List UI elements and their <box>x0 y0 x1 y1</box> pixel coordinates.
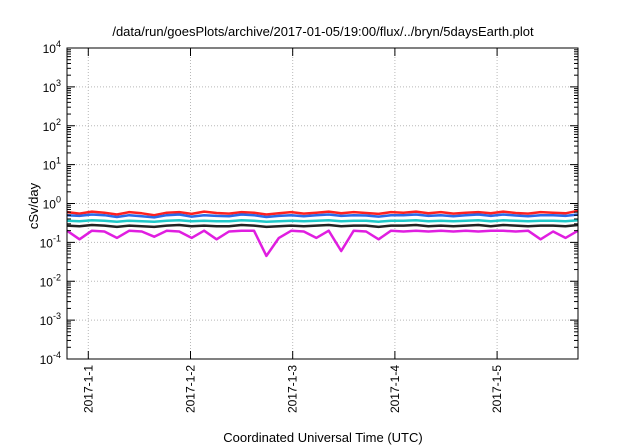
x-tick-label: 2017-1-1 <box>81 365 95 413</box>
series-line-2 <box>66 213 579 219</box>
y-tick-label: 104 <box>43 39 61 56</box>
series-line-3 <box>66 219 579 223</box>
y-tick-label: 10-1 <box>40 233 61 250</box>
x-tick-label: 2017-1-4 <box>388 365 402 413</box>
y-tick-label: 102 <box>43 117 61 134</box>
series-line-4 <box>66 223 579 229</box>
x-tick-label: 2017-1-3 <box>286 365 300 413</box>
x-axis-ticks: 2017-1-1 2017-1-2 2017-1-3 2017-1-4 2017-1-5 <box>81 48 504 413</box>
grid-lines <box>67 48 578 359</box>
series-line-5 <box>66 229 579 258</box>
y-tick-label: 10-3 <box>40 311 61 328</box>
y-tick-label: 10-4 <box>40 350 61 367</box>
x-tick-label: 2017-1-2 <box>183 365 197 413</box>
chart-title: /data/run/goesPlots/archive/2017-01-05/1… <box>112 24 534 39</box>
x-axis-label: Coordinated Universal Time (UTC) <box>223 430 422 445</box>
series-line-1 <box>66 209 579 217</box>
y-tick-label: 100 <box>43 195 61 212</box>
y-axis-ticks: 10-4 10-3 10-2 10-1 100 101 102 103 104 <box>40 39 578 367</box>
x-tick-label: 2017-1-5 <box>490 365 504 413</box>
y-tick-label: 101 <box>43 156 61 173</box>
y-tick-label: 10-2 <box>40 272 61 289</box>
y-axis-label: cSv/day <box>26 182 41 229</box>
series-lines <box>66 209 579 258</box>
y-tick-label: 103 <box>43 78 61 95</box>
